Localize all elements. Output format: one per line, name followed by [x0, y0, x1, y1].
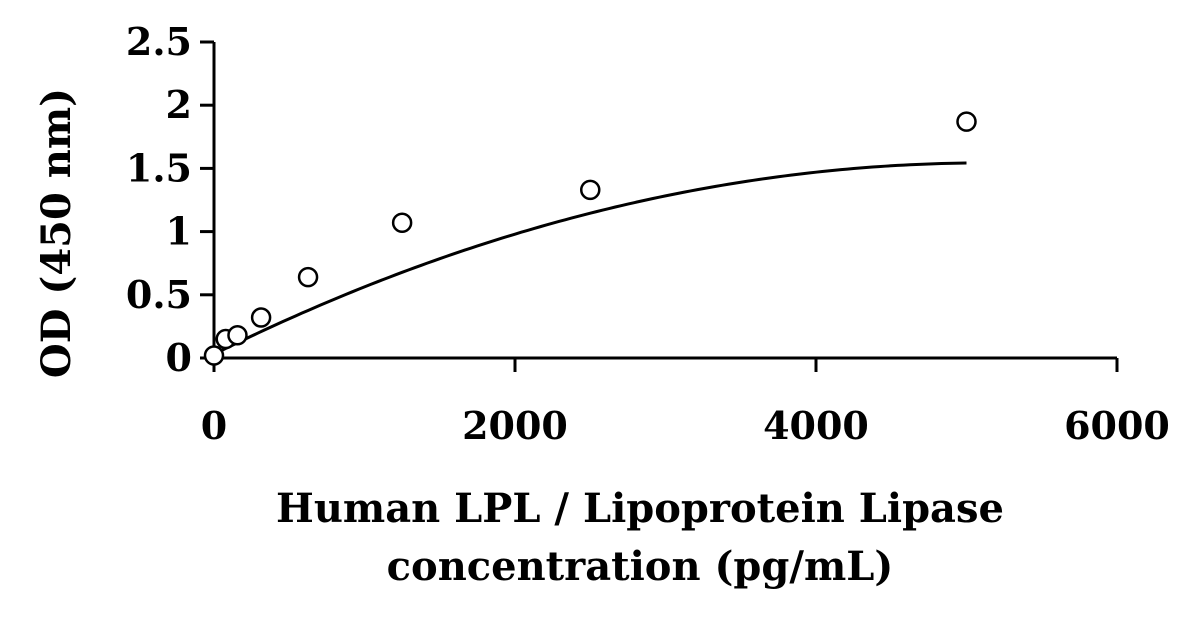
data-point — [203, 345, 225, 366]
y-tick-label: 1 — [166, 209, 192, 254]
y-tick-label: 0 — [166, 335, 192, 380]
data-point — [227, 324, 248, 346]
data-point — [956, 111, 977, 132]
axes — [212, 42, 1117, 360]
data-point — [297, 266, 319, 288]
x-tick-label: 4000 — [763, 403, 869, 448]
data-point — [580, 179, 601, 201]
data-point — [391, 212, 413, 234]
y-tick-label: 2 — [166, 82, 192, 127]
x-tick-label: 0 — [201, 403, 227, 448]
y-tick-label: 0.5 — [126, 272, 192, 317]
data-point — [250, 307, 272, 328]
fit-curve-layer — [213, 161, 967, 356]
ticks: 0 0.5 1 1.5 2 2.5 0 2000 4000 6000 — [126, 19, 1170, 448]
x-tick-label: 2000 — [462, 403, 568, 448]
x-tick-label: 6000 — [1064, 403, 1170, 448]
y-tick-label: 2.5 — [126, 19, 192, 64]
y-tick-label: 1.5 — [126, 145, 192, 190]
axis-titles: OD (450 nm) Human LPL / Lipoprotein Lipa… — [33, 88, 1004, 590]
data-points — [203, 111, 977, 366]
x-axis-title-line-2: concentration (pg/mL) — [387, 543, 894, 590]
x-axis-title-line-1: Human LPL / Lipoprotein Lipase — [276, 485, 1004, 532]
y-axis-title: OD (450 nm) — [33, 88, 80, 378]
fit-curve — [213, 161, 967, 356]
